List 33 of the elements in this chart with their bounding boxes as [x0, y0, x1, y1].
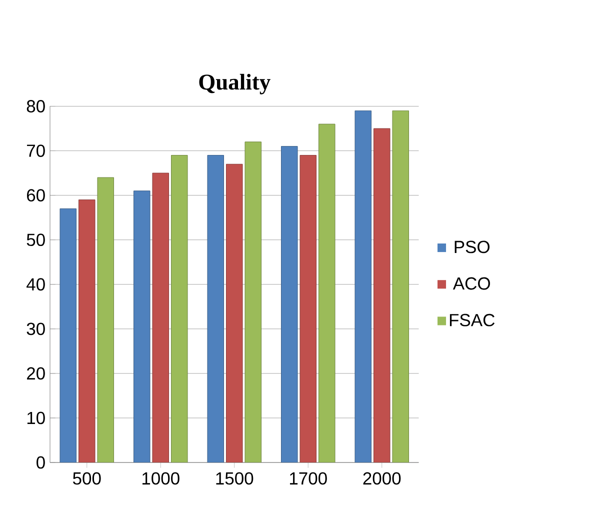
y-tick-label: 80 [26, 100, 45, 112]
bar [281, 146, 298, 462]
bar [152, 172, 170, 462]
y-tick-label: 40 [26, 278, 45, 290]
bar [97, 177, 114, 462]
y-tick-label: 10 [27, 412, 45, 424]
legend-label: FSAC [450, 314, 495, 326]
bar [318, 124, 336, 462]
chart-title: Quality [199, 74, 270, 94]
bar [300, 154, 316, 462]
bar [60, 208, 77, 462]
y-tick-label: 0 [36, 456, 45, 468]
y-tick-label: 30 [26, 322, 45, 335]
x-tick-label: 1000 [142, 472, 180, 484]
bar [207, 154, 224, 462]
y-tick-label: 20 [27, 366, 45, 380]
x-tick-label: 2000 [363, 472, 401, 484]
bar [244, 141, 262, 462]
x-tick-label: 500 [72, 472, 101, 484]
bar [373, 128, 390, 462]
x-tick-label: 1500 [216, 472, 254, 484]
legend-label: PSO [454, 240, 490, 253]
legend-label: ACO [452, 277, 490, 290]
bar [226, 164, 243, 462]
y-tick-label: 60 [27, 188, 45, 202]
bar [354, 110, 372, 462]
bar [392, 110, 409, 462]
y-tick-label: 70 [27, 144, 45, 157]
y-tick-label: 50 [26, 233, 45, 246]
bar [171, 154, 188, 462]
bar [78, 199, 96, 462]
bar [134, 190, 150, 462]
x-tick-label: 1700 [290, 472, 327, 484]
